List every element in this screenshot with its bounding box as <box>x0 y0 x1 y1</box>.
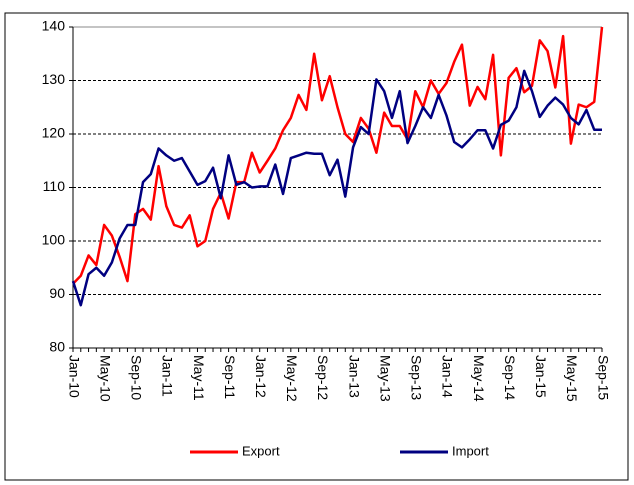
y-tick-label: 80 <box>49 339 65 355</box>
x-tick-label: Jan-10 <box>66 355 82 398</box>
x-tick-label: May-10 <box>97 355 113 402</box>
series-line <box>72 26 604 285</box>
x-tick-label: Jan-12 <box>253 355 269 398</box>
x-tick-label: May-13 <box>377 355 393 402</box>
x-tick-label: Sep-15 <box>595 355 611 400</box>
x-tick-label: Jan-11 <box>160 355 176 397</box>
x-tick-label: May-15 <box>564 355 580 402</box>
y-tick-label: 100 <box>42 232 66 248</box>
y-tick-label: 110 <box>43 178 66 194</box>
legend-label: Import <box>452 443 489 458</box>
y-tick-label: 130 <box>42 71 66 87</box>
x-tick-label: Sep-11 <box>222 355 238 399</box>
chart-border <box>4 12 629 481</box>
y-tick-label: 120 <box>42 125 66 141</box>
legend-label: Export <box>242 443 280 458</box>
y-tick-label: 140 <box>42 18 66 34</box>
x-tick-label: May-11 <box>191 355 207 401</box>
x-tick-label: Sep-13 <box>409 355 425 400</box>
series-line <box>71 69 602 307</box>
x-tick-label: Jan-14 <box>440 355 456 398</box>
x-tick-label: May-12 <box>284 355 300 402</box>
x-tick-label: Sep-10 <box>129 355 145 400</box>
x-tick-label: Sep-14 <box>502 355 518 400</box>
x-tick-label: Jan-13 <box>346 355 362 398</box>
x-tick-label: Sep-12 <box>315 355 331 400</box>
y-tick-label: 90 <box>49 285 65 301</box>
x-tick-label: Jan-15 <box>533 355 549 398</box>
x-tick-label: May-14 <box>471 355 487 402</box>
